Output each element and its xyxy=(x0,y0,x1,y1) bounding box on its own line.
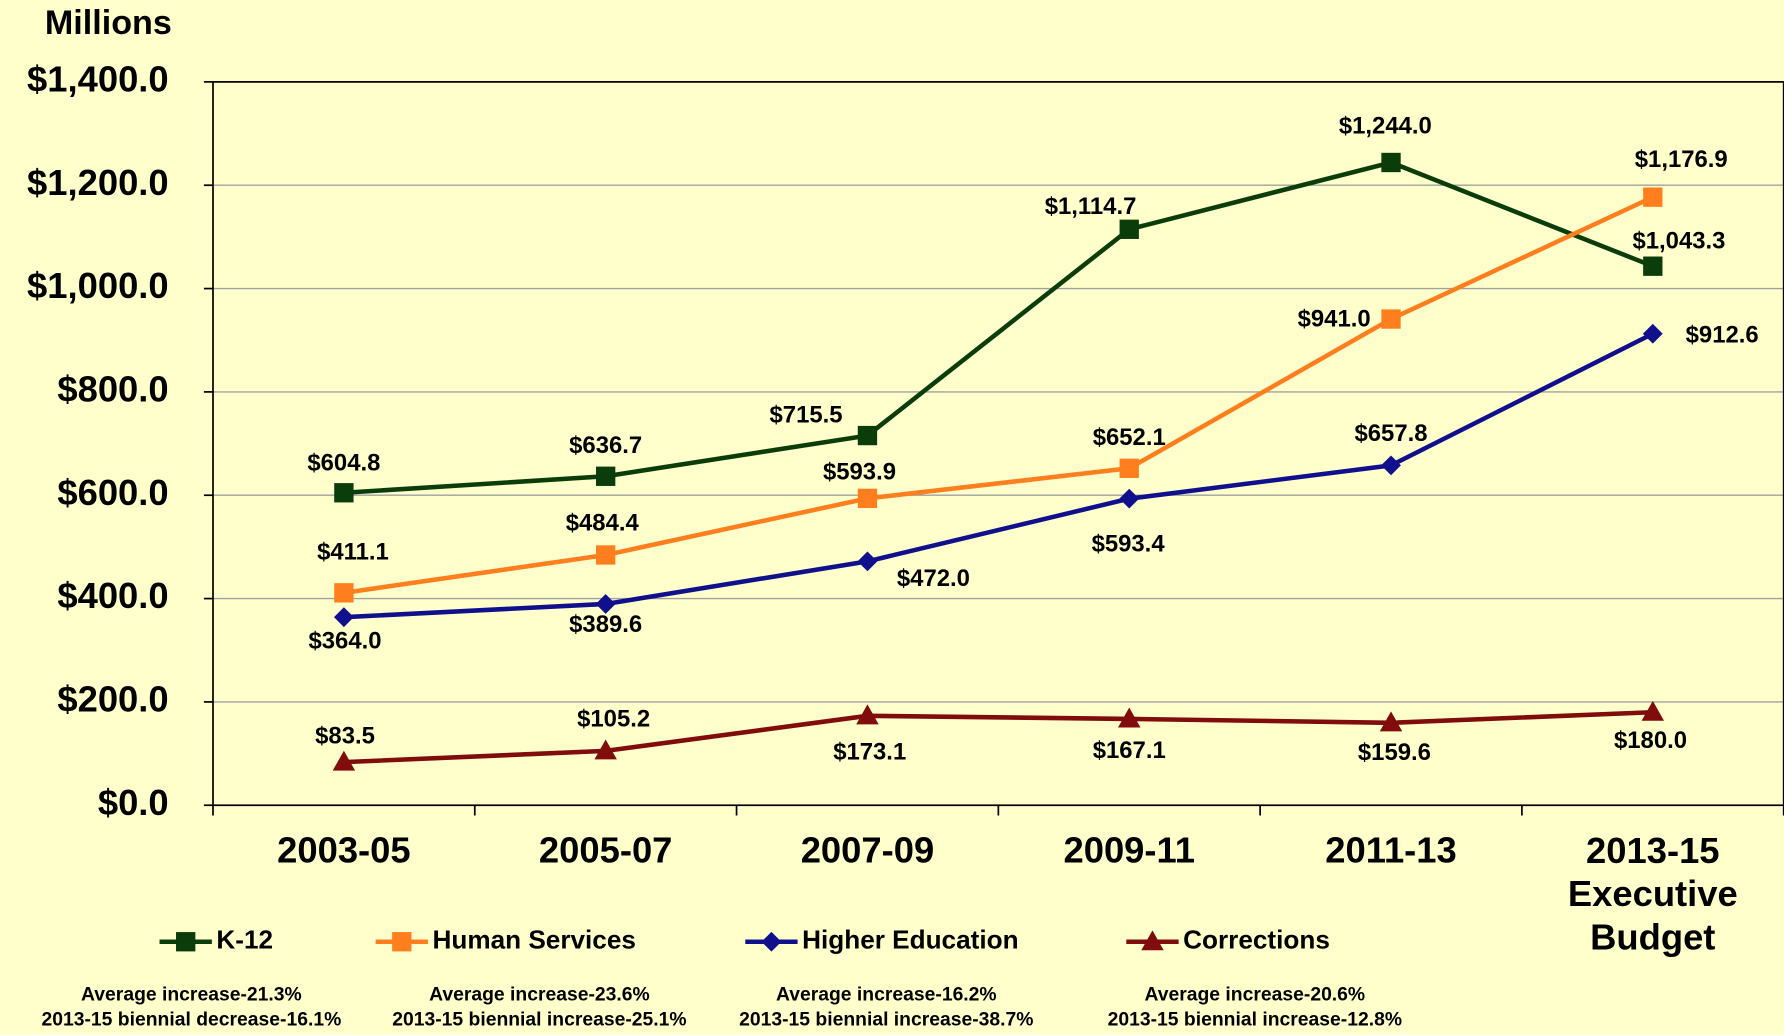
x-tick-line: Executive xyxy=(1568,873,1738,914)
data-label: $484.4 xyxy=(566,510,640,537)
data-label: $912.6 xyxy=(1686,321,1759,348)
legend-item: Higher Education xyxy=(745,925,1019,955)
data-label: $652.1 xyxy=(1093,424,1166,451)
annotation: 2013-15 biennial decrease-16.1% xyxy=(42,1009,342,1030)
x-tick-line: 2013-15 xyxy=(1586,830,1720,871)
data-label: $604.8 xyxy=(307,450,380,477)
y-tick-label: $0.0 xyxy=(98,782,169,823)
annotation: Average increase-21.3% xyxy=(81,984,302,1005)
x-tick-label: 2003-05 xyxy=(277,830,411,871)
marker xyxy=(1381,455,1401,476)
marker xyxy=(594,739,617,760)
annotation: 2013-15 biennial increase-38.7% xyxy=(739,1009,1033,1030)
data-label: $636.7 xyxy=(569,432,642,459)
marker xyxy=(1643,187,1663,207)
marker xyxy=(857,551,878,572)
marker xyxy=(596,545,616,565)
marker xyxy=(1379,711,1403,732)
legend-label: Corrections xyxy=(1183,925,1330,955)
data-label: $83.5 xyxy=(315,722,375,749)
annotation: Average increase-20.6% xyxy=(1145,984,1366,1005)
data-label: $1,043.3 xyxy=(1632,228,1725,255)
y-tick-label: $1,000.0 xyxy=(27,265,169,306)
data-label: $173.1 xyxy=(833,739,906,766)
y-tick-label: $200.0 xyxy=(57,679,168,720)
marker xyxy=(1118,707,1141,728)
data-label: $159.6 xyxy=(1358,739,1431,766)
x-tick-label: 2011-13 xyxy=(1325,830,1457,871)
x-tick-label: 2007-09 xyxy=(801,830,935,871)
marker xyxy=(392,932,412,952)
legend-label: K-12 xyxy=(216,925,273,955)
series-line xyxy=(343,331,1654,620)
x-tick-label: 2005-07 xyxy=(539,830,672,871)
data-label: $472.0 xyxy=(897,565,970,592)
data-label: $411.1 xyxy=(317,538,389,565)
marker xyxy=(1381,152,1401,173)
marker xyxy=(332,750,356,771)
marker xyxy=(596,466,616,486)
data-label: $657.8 xyxy=(1355,420,1428,447)
y-tick-label: $400.0 xyxy=(57,575,168,616)
marker xyxy=(333,607,354,628)
legend-item: K-12 xyxy=(159,925,273,955)
x-tick-label: 2013-15 Executive Budget xyxy=(1568,830,1738,957)
x-tick-label: 2009-11 xyxy=(1063,830,1195,871)
marker xyxy=(334,483,354,503)
marker xyxy=(857,425,878,446)
series-line xyxy=(343,195,1654,596)
data-label: $167.1 xyxy=(1093,737,1166,764)
marker xyxy=(1643,256,1663,276)
annotation: 2013-15 biennial increase-25.1% xyxy=(392,1009,686,1030)
annotation: 2013-15 biennial increase-12.8% xyxy=(1108,1009,1402,1030)
data-label: $389.6 xyxy=(569,611,642,638)
annotation: Average increase-16.2% xyxy=(776,984,997,1005)
data-label: $1,114.7 xyxy=(1045,193,1137,220)
data-label: $1,176.9 xyxy=(1635,146,1728,173)
data-label: $105.2 xyxy=(577,706,650,733)
marker xyxy=(1119,219,1139,239)
marker xyxy=(176,932,196,952)
series-line xyxy=(343,709,1653,765)
data-label: $1,244.0 xyxy=(1339,113,1432,140)
marker xyxy=(761,931,782,952)
annotation: Average increase-23.6% xyxy=(429,984,650,1005)
data-label: $941.0 xyxy=(1298,305,1371,332)
y-tick-label: $800.0 xyxy=(57,369,168,410)
legend-label: Human Services xyxy=(433,925,636,955)
marker xyxy=(1119,458,1139,478)
series-line xyxy=(343,160,1654,496)
marker xyxy=(595,594,616,614)
marker xyxy=(1119,488,1140,509)
legend-item: Human Services xyxy=(375,925,636,955)
data-label: $593.9 xyxy=(823,459,896,486)
data-label: $715.5 xyxy=(770,402,843,429)
marker xyxy=(334,583,354,603)
data-label: $364.0 xyxy=(309,628,382,655)
y-tick-label: $1,200.0 xyxy=(27,162,169,203)
data-label: $180.0 xyxy=(1614,727,1687,754)
legend-item: Corrections xyxy=(1126,925,1330,955)
marker xyxy=(856,704,879,725)
marker xyxy=(1381,309,1401,329)
data-label: $593.4 xyxy=(1092,531,1166,558)
marker xyxy=(857,488,878,509)
marker xyxy=(1141,930,1164,951)
x-tick-line: Budget xyxy=(1590,916,1715,957)
y-axis-label: Millions xyxy=(45,4,172,42)
marker xyxy=(1641,700,1665,721)
y-tick-label: $600.0 xyxy=(57,472,168,513)
marker xyxy=(1642,323,1663,344)
legend-label: Higher Education xyxy=(802,925,1018,955)
y-tick-label: $1,400.0 xyxy=(27,58,169,99)
